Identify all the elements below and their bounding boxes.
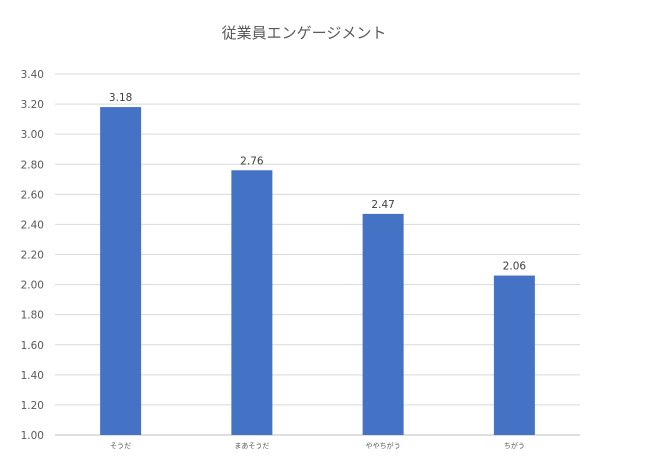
y-tick-label: 3.40 [21, 69, 44, 81]
data-labels: 3.18 2.76 2.47 2.06 [109, 92, 526, 272]
y-tick-label: 1.20 [21, 400, 44, 412]
bar [362, 213, 404, 435]
x-tick-label: ややちがう [366, 441, 401, 450]
y-tick-label: 2.40 [21, 219, 44, 231]
x-tick-label: まあそうだ [234, 442, 269, 450]
y-tick-label: 1.00 [21, 430, 44, 442]
y-tick-label: 1.40 [21, 370, 44, 382]
y-tick-label: 1.60 [21, 340, 44, 352]
y-tick-label: 3.20 [21, 99, 44, 111]
bar [231, 170, 273, 435]
x-tick-label: ちがう [504, 441, 525, 450]
y-tick-label: 2.20 [21, 250, 44, 262]
x-tick-label: そうだ [110, 442, 131, 450]
y-axis-ticks: 1.00 1.20 1.40 1.60 1.80 2.00 2.20 2.40 2.60 2.80… [21, 69, 44, 442]
y-tick-label: 3.00 [21, 129, 44, 141]
data-label: 3.18 [109, 92, 132, 104]
y-tick-label: 2.80 [21, 159, 44, 171]
data-label: 2.06 [503, 261, 527, 273]
bar [100, 107, 142, 435]
data-label: 2.47 [371, 199, 394, 211]
x-axis-ticks: そうだ まあそうだ ややちがう ちがう [110, 441, 525, 450]
y-tick-label: 1.80 [21, 310, 44, 322]
y-tick-label: 2.60 [21, 189, 44, 201]
chart-title: 従業員エンゲージメント [222, 24, 387, 42]
bars [100, 107, 535, 435]
y-tick-label: 2.00 [21, 280, 44, 292]
data-label: 2.76 [240, 155, 264, 167]
bar [493, 275, 535, 435]
gridlines [55, 73, 580, 436]
